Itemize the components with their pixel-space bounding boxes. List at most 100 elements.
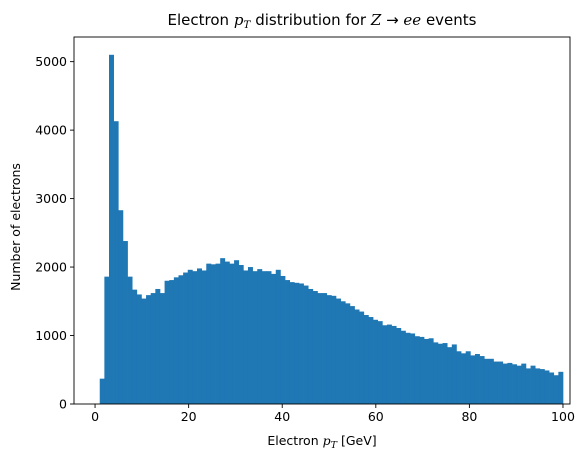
histogram-bar bbox=[345, 303, 351, 404]
histogram-bar bbox=[155, 288, 161, 404]
histogram-bar bbox=[502, 363, 508, 404]
histogram-bar bbox=[465, 351, 471, 404]
histogram-bar bbox=[210, 264, 216, 404]
histogram-bar bbox=[266, 271, 272, 404]
x-tick-label: 0 bbox=[91, 409, 99, 424]
histogram-bar bbox=[285, 280, 291, 404]
histogram-bar bbox=[447, 347, 453, 404]
histogram-bar bbox=[516, 365, 522, 404]
histogram-bar bbox=[201, 270, 207, 404]
histogram-bar bbox=[141, 298, 147, 404]
histogram-bar bbox=[104, 276, 110, 404]
histogram-bar bbox=[363, 314, 369, 404]
y-tick-label: 4000 bbox=[35, 123, 67, 138]
histogram-bar bbox=[169, 280, 175, 404]
histogram-bar bbox=[150, 293, 156, 404]
x-axis-label: Electron pT [GeV] bbox=[267, 433, 376, 451]
histogram-bar bbox=[317, 293, 323, 404]
chart-title: Electron pT distribution for Z → ee even… bbox=[168, 11, 477, 31]
histogram-bar bbox=[335, 298, 341, 404]
histogram-bar bbox=[498, 361, 504, 404]
histogram-bar bbox=[433, 342, 439, 404]
histogram-bar bbox=[386, 324, 392, 404]
histogram-bar bbox=[377, 321, 383, 404]
histogram-bar bbox=[349, 306, 355, 404]
y-tick-label: 1000 bbox=[35, 328, 67, 343]
histogram-bar bbox=[451, 344, 457, 404]
histogram-bar bbox=[99, 378, 105, 404]
plot-frame bbox=[73, 36, 571, 405]
histogram-bar bbox=[247, 267, 253, 404]
histogram-bar bbox=[354, 309, 360, 404]
y-axis-label: Number of electrons bbox=[8, 163, 23, 291]
histogram-bars bbox=[99, 54, 564, 405]
histogram-bar bbox=[493, 361, 499, 404]
y-tick-label: 0 bbox=[59, 397, 67, 412]
histogram-bar bbox=[220, 258, 226, 404]
histogram-bar bbox=[400, 330, 406, 404]
histogram-bar bbox=[414, 336, 420, 404]
histogram-bar bbox=[331, 295, 337, 404]
histogram-bar bbox=[359, 311, 365, 404]
histogram-bar bbox=[271, 273, 277, 404]
histogram-bar bbox=[224, 261, 230, 404]
histogram-bar bbox=[229, 263, 235, 404]
histogram-bar bbox=[479, 356, 485, 404]
histogram-bar bbox=[275, 269, 281, 404]
histogram-bar bbox=[122, 241, 128, 404]
histogram-bar bbox=[187, 269, 193, 404]
histogram-bar bbox=[544, 370, 550, 404]
histogram-bar bbox=[456, 351, 462, 404]
histogram-bar bbox=[173, 277, 179, 404]
histogram-bar bbox=[368, 317, 374, 404]
histogram-bar bbox=[474, 354, 480, 404]
histogram-bar bbox=[428, 338, 434, 404]
histogram-bar bbox=[132, 289, 138, 404]
histogram-bar bbox=[326, 295, 332, 404]
y-tick-label: 5000 bbox=[35, 54, 67, 69]
histogram-bar bbox=[252, 271, 258, 404]
x-tick-label: 20 bbox=[181, 409, 197, 424]
histogram-bar bbox=[419, 336, 425, 404]
histogram-bar bbox=[206, 263, 212, 404]
histogram-bar bbox=[164, 280, 170, 404]
histogram-bar bbox=[215, 263, 221, 404]
histogram-bar bbox=[382, 325, 388, 404]
histogram-bar bbox=[521, 363, 527, 404]
histogram-bar bbox=[405, 332, 411, 404]
histogram-bar bbox=[234, 260, 240, 404]
histogram-bar bbox=[340, 301, 346, 404]
histogram-bar bbox=[525, 368, 531, 404]
histogram-bar bbox=[127, 276, 133, 404]
histogram-bar bbox=[424, 338, 429, 404]
histogram-bar bbox=[373, 319, 379, 404]
histogram-bar bbox=[461, 353, 467, 404]
histogram-bar bbox=[322, 293, 328, 404]
histogram-bar bbox=[238, 265, 244, 404]
histogram-bar bbox=[507, 362, 513, 404]
histogram-bar bbox=[535, 368, 541, 404]
histogram-bar bbox=[109, 54, 114, 405]
histogram-bar bbox=[442, 343, 448, 404]
histogram-bar bbox=[294, 282, 300, 404]
histogram-bar bbox=[512, 364, 517, 404]
histogram-bar bbox=[484, 358, 490, 404]
histogram-bar bbox=[488, 358, 494, 404]
histogram-bar bbox=[470, 355, 476, 404]
histogram-bar bbox=[298, 283, 304, 404]
histogram-bar bbox=[280, 275, 286, 404]
histogram-bar bbox=[159, 293, 165, 404]
x-tick-label: 60 bbox=[368, 409, 384, 424]
x-tick-label: 80 bbox=[461, 409, 477, 424]
histogram-bar bbox=[146, 295, 152, 404]
histogram-bar bbox=[558, 371, 564, 404]
histogram-bar bbox=[396, 328, 402, 404]
histogram-bar bbox=[113, 121, 119, 404]
histogram-bar bbox=[312, 291, 318, 404]
histogram-bar bbox=[178, 275, 184, 404]
histogram-bar bbox=[539, 369, 545, 404]
histogram-bar bbox=[553, 375, 559, 404]
histogram-bar bbox=[530, 365, 536, 404]
